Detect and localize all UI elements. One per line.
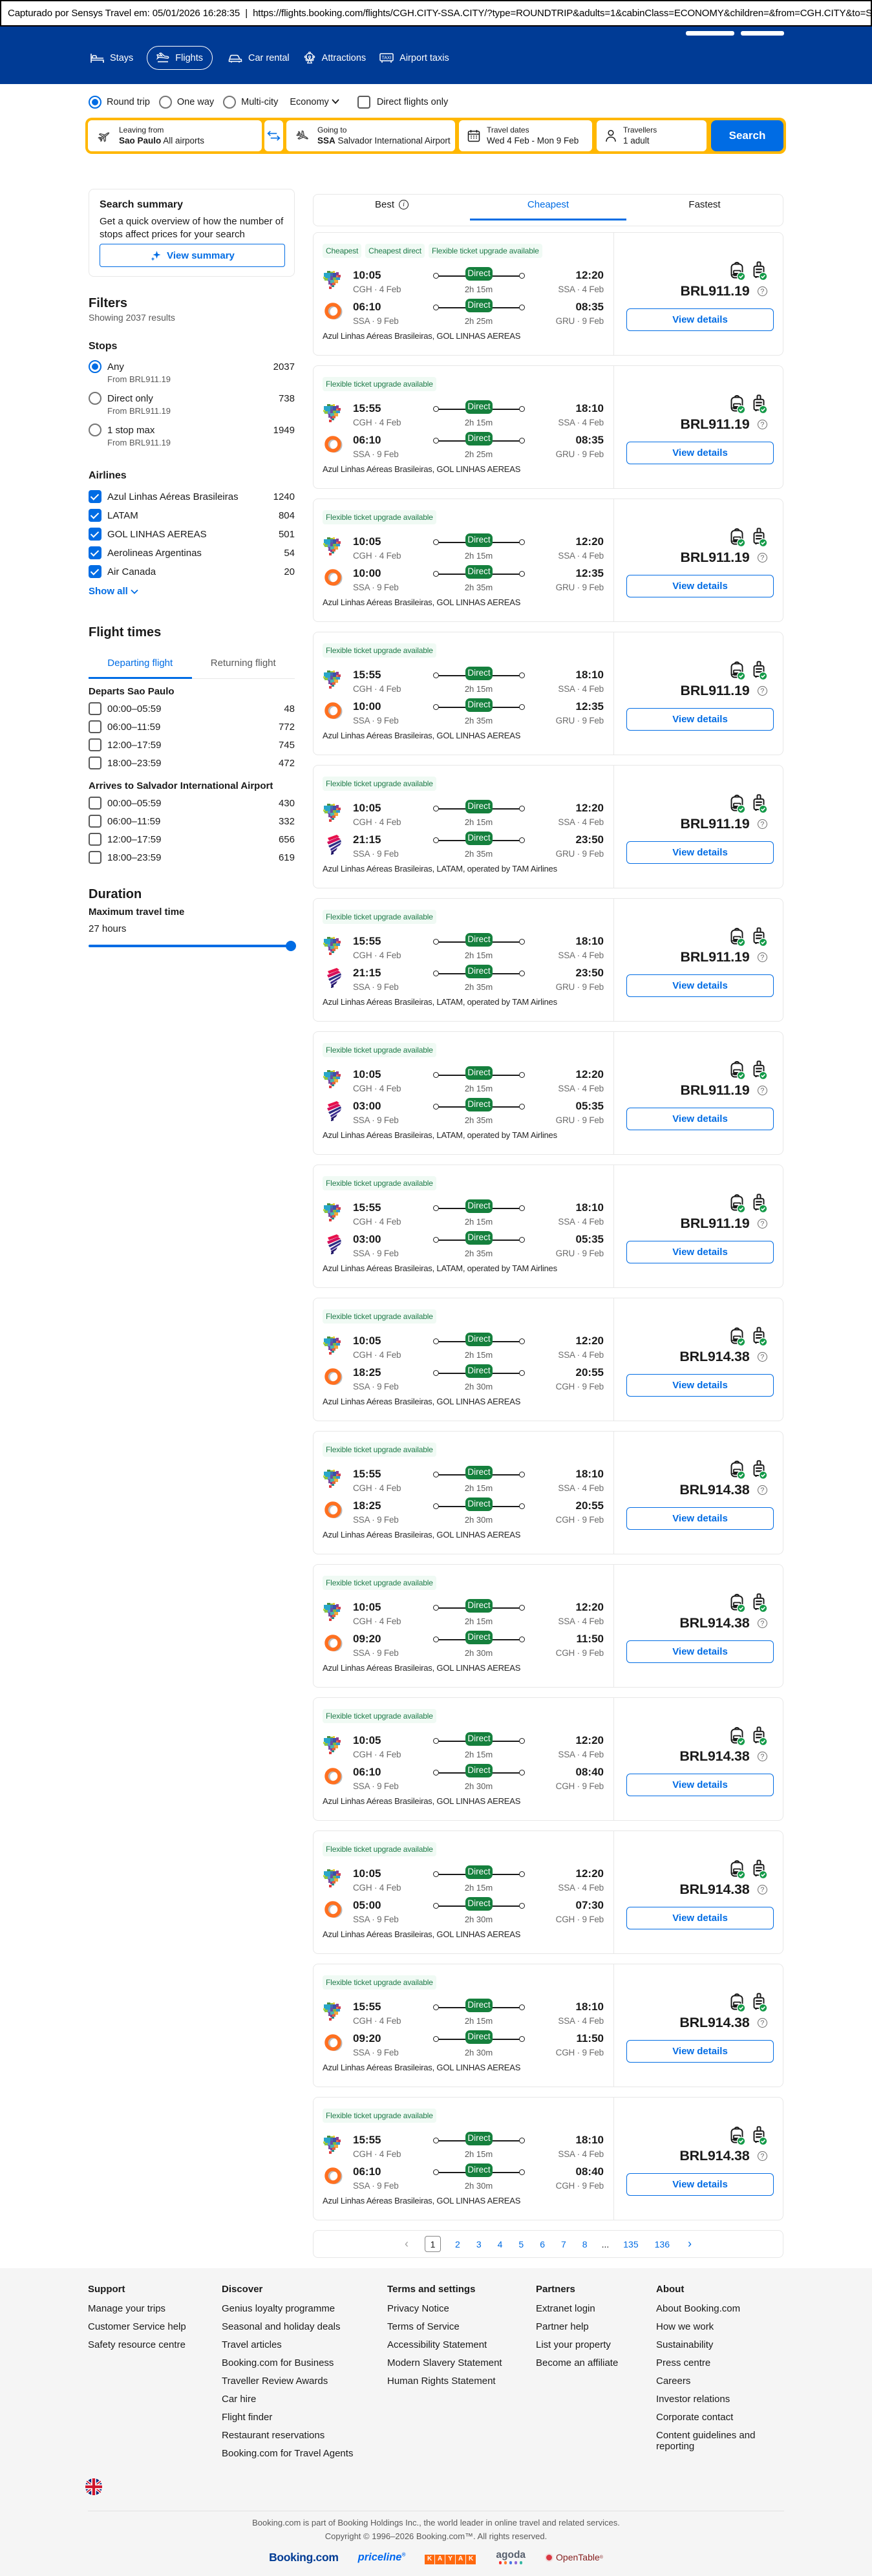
- svg-text:TAXI: TAXI: [382, 56, 392, 60]
